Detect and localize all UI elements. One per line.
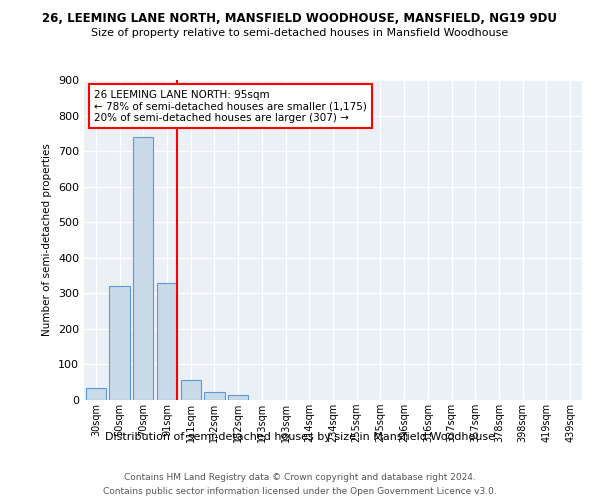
Bar <box>133 137 154 400</box>
Bar <box>181 380 201 400</box>
Bar <box>205 392 224 400</box>
Y-axis label: Number of semi-detached properties: Number of semi-detached properties <box>43 144 52 336</box>
Bar <box>109 286 130 400</box>
Text: Contains HM Land Registry data © Crown copyright and database right 2024.: Contains HM Land Registry data © Crown c… <box>124 472 476 482</box>
Text: 26 LEEMING LANE NORTH: 95sqm
← 78% of semi-detached houses are smaller (1,175)
2: 26 LEEMING LANE NORTH: 95sqm ← 78% of se… <box>94 90 367 123</box>
Bar <box>86 388 106 400</box>
Text: 26, LEEMING LANE NORTH, MANSFIELD WOODHOUSE, MANSFIELD, NG19 9DU: 26, LEEMING LANE NORTH, MANSFIELD WOODHO… <box>43 12 557 26</box>
Text: Contains public sector information licensed under the Open Government Licence v3: Contains public sector information licen… <box>103 488 497 496</box>
Bar <box>228 396 248 400</box>
Bar <box>157 282 177 400</box>
Text: Size of property relative to semi-detached houses in Mansfield Woodhouse: Size of property relative to semi-detach… <box>91 28 509 38</box>
Text: Distribution of semi-detached houses by size in Mansfield Woodhouse: Distribution of semi-detached houses by … <box>105 432 495 442</box>
